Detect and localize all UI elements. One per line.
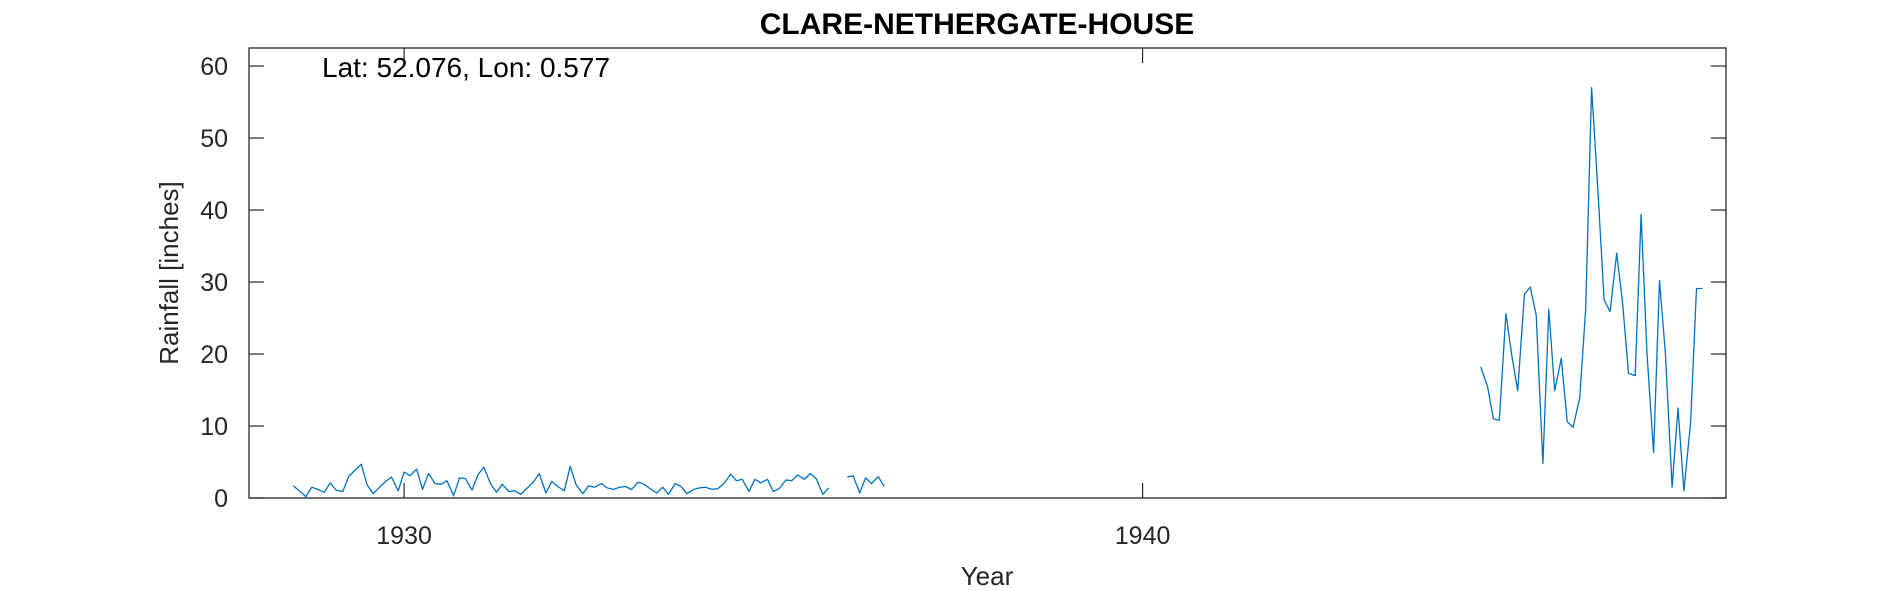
- y-axis-label: Rainfall [inches]: [154, 181, 184, 365]
- y-tick-label: 30: [200, 269, 228, 297]
- location-annotation: Lat: 52.076, Lon: 0.577: [322, 52, 610, 83]
- y-tick-label: 20: [200, 341, 228, 369]
- plot-area-frame: [248, 47, 1727, 499]
- rainfall-series-line: [1480, 86, 1703, 492]
- data-lines: [292, 86, 1703, 498]
- rainfall-series-line: [292, 463, 830, 498]
- y-tick-label: 50: [200, 125, 228, 153]
- y-tick-label: 10: [200, 413, 228, 441]
- axis-ticks: 0 10 20 30 40 50 60 1930 1940: [200, 48, 1726, 550]
- x-tick-label: 1940: [1115, 522, 1171, 550]
- rainfall-series-line: [877, 476, 885, 487]
- chart-title: CLARE-NETHERGATE-HOUSE: [760, 8, 1194, 41]
- x-tick-label: 1930: [376, 522, 432, 550]
- y-tick-label: 60: [200, 53, 228, 81]
- x-axis-label: Year: [961, 561, 1014, 591]
- y-tick-label: 0: [214, 485, 228, 513]
- rainfall-series-line: [847, 475, 879, 494]
- y-tick-label: 40: [200, 197, 228, 225]
